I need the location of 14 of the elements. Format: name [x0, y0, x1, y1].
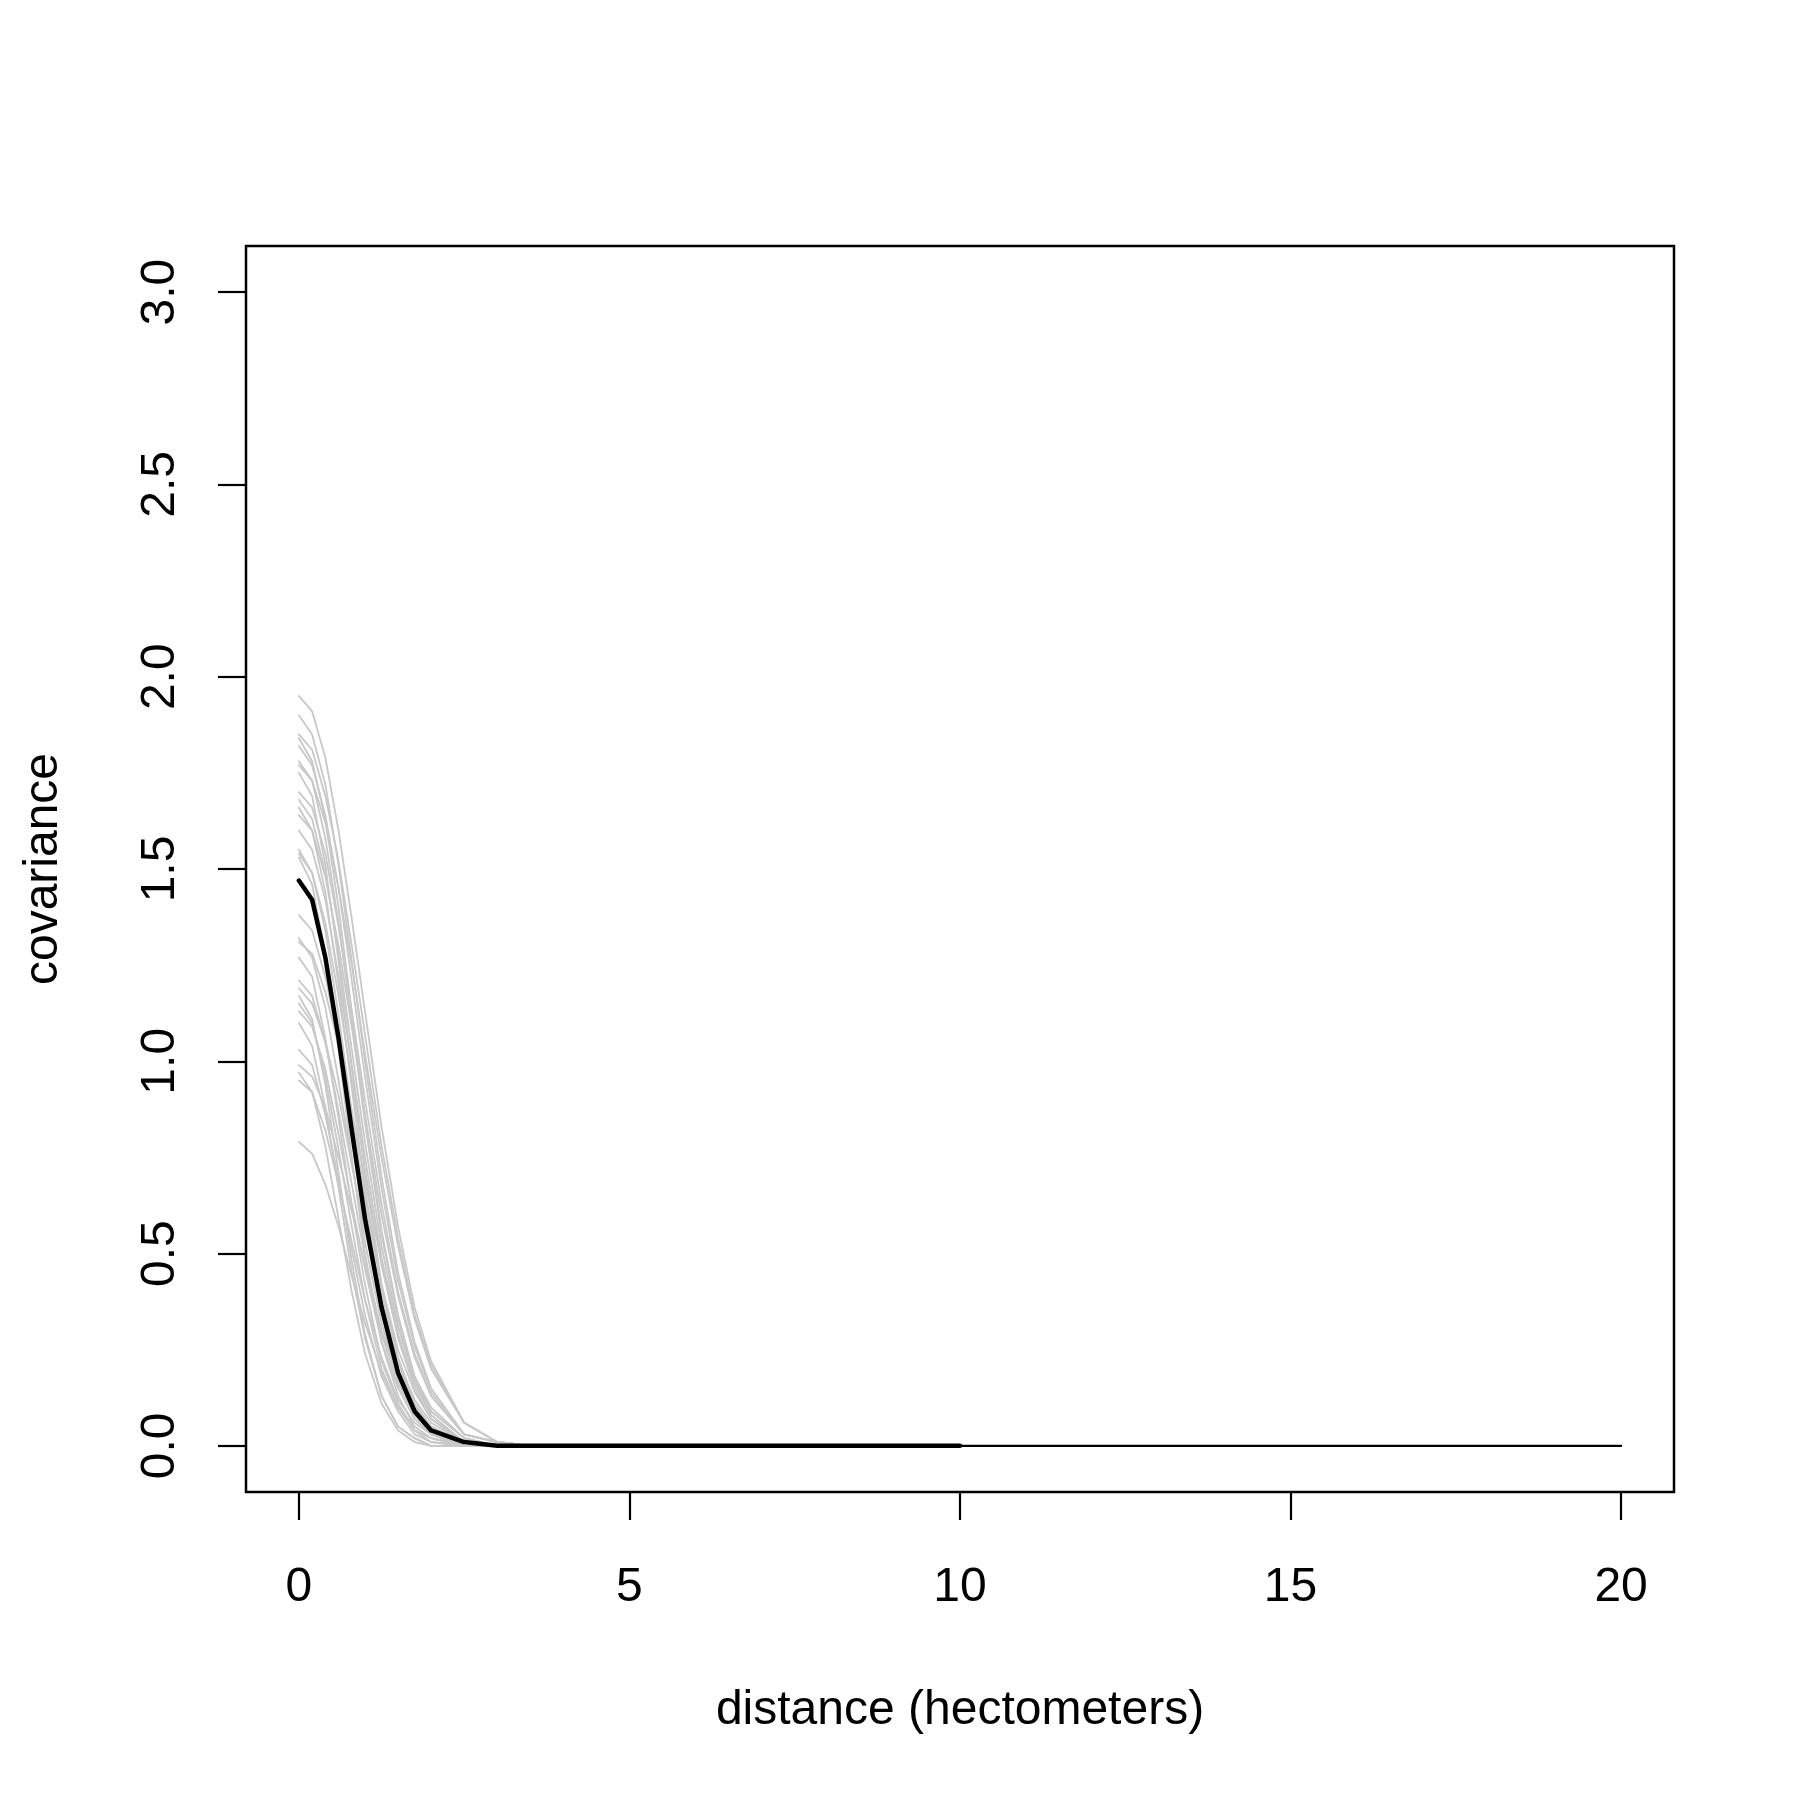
y-tick-label: 0.5 [130, 1220, 184, 1287]
y-tick-label: 2.0 [130, 643, 184, 711]
y-tick-label: 1.0 [130, 1027, 184, 1095]
y-tick-label: 3.0 [130, 258, 184, 326]
y-tick-label: 0.0 [130, 1412, 184, 1480]
x-tick-label: 5 [616, 1557, 643, 1611]
y-tick-label: 1.5 [130, 835, 184, 903]
y-tick-label: 2.5 [130, 451, 184, 518]
y-axis-title: covariance [13, 752, 67, 986]
x-tick-label: 0 [285, 1557, 313, 1611]
x-tick-label: 15 [1263, 1557, 1318, 1611]
x-axis-title: distance (hectometers) [715, 1680, 1205, 1734]
x-tick-label: 20 [1594, 1557, 1648, 1611]
x-tick-label: 10 [933, 1557, 987, 1611]
